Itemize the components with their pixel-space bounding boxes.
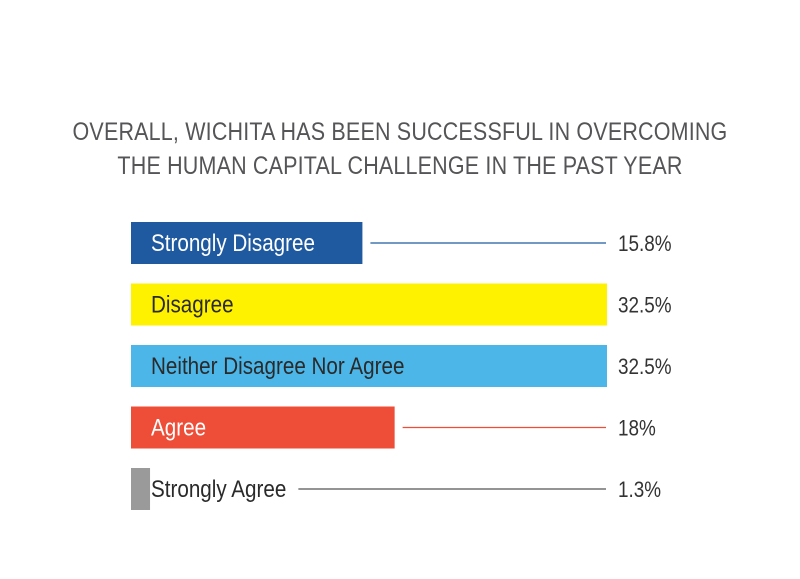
value-label: 15.8% (618, 232, 672, 257)
value-label: 1.3% (618, 478, 661, 503)
bar-label: Strongly Disagree (151, 230, 315, 257)
bar-label: Disagree (151, 291, 234, 318)
bar-label: Agree (151, 414, 206, 441)
bar-strongly-agree (131, 468, 151, 510)
value-label: 18% (618, 416, 656, 441)
value-label: 32.5% (618, 293, 672, 318)
bar-agree (131, 406, 395, 449)
bar-label: Neither Disagree Nor Agree (151, 353, 404, 380)
chart-title-line-2: THE HUMAN CAPITAL CHALLENGE IN THE PAST … (117, 152, 683, 180)
chart-title-line-1: OVERALL, WICHITA HAS BEEN SUCCESSFUL IN … (72, 118, 728, 146)
bar-disagree (131, 283, 607, 326)
bar-neither-disagree-nor-agree (131, 345, 607, 387)
value-label: 32.5% (618, 355, 672, 380)
bar-strongly-disagree (131, 222, 363, 264)
bar-label: Strongly Agree (151, 476, 286, 503)
